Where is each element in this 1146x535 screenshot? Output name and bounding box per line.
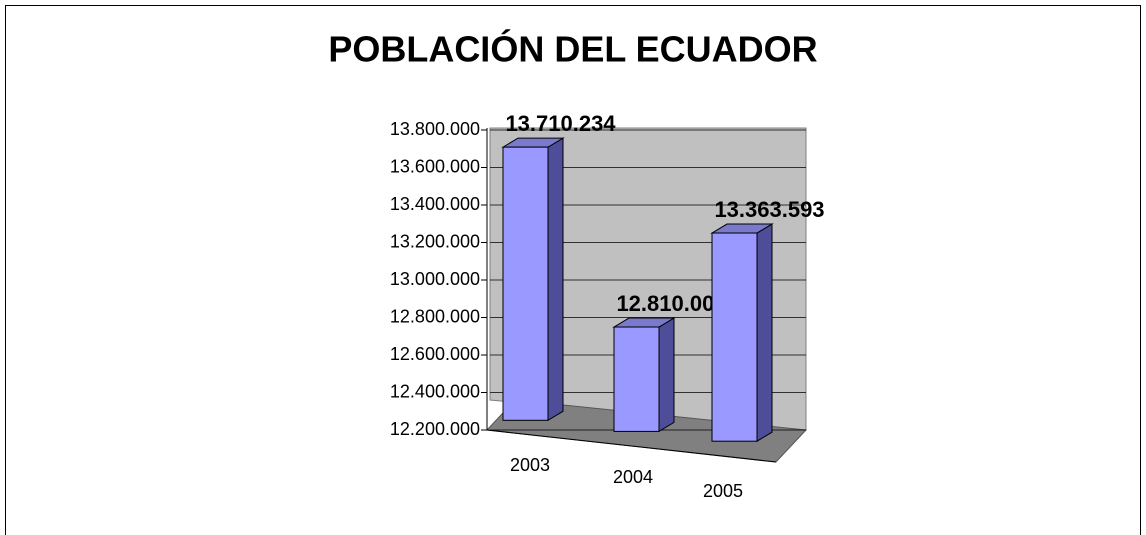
bar-side <box>658 317 675 433</box>
x-tick-label: 2003 <box>510 455 550 475</box>
y-tick-label: 12.200.000 <box>390 419 480 439</box>
x-tick-label: 2004 <box>613 467 653 487</box>
value-label: 13.710.234 <box>505 111 616 136</box>
y-tick-label: 12.600.000 <box>390 344 480 364</box>
y-tick-label: 13.600.000 <box>390 156 480 176</box>
x-axis <box>486 429 777 463</box>
y-tick-label: 13.400.000 <box>390 194 480 214</box>
bar-side <box>756 223 773 443</box>
value-label: 13.363.593 <box>714 197 824 222</box>
y-tick-label: 13.800.000 <box>390 119 480 139</box>
bar <box>502 146 549 421</box>
chart-title: POBLACIÓN DEL ECUADOR <box>328 28 817 70</box>
y-tick-label: 12.800.000 <box>390 306 480 326</box>
y-tick-label: 13.200.000 <box>390 231 480 251</box>
x-tick-label: 2005 <box>703 481 743 501</box>
value-label: 12.810.000 <box>616 291 726 316</box>
bar <box>711 232 758 442</box>
bar-side <box>547 137 564 422</box>
bar <box>613 326 660 432</box>
y-tick-label: 12.400.000 <box>390 381 480 401</box>
y-tick-label: 13.000.000 <box>390 269 480 289</box>
